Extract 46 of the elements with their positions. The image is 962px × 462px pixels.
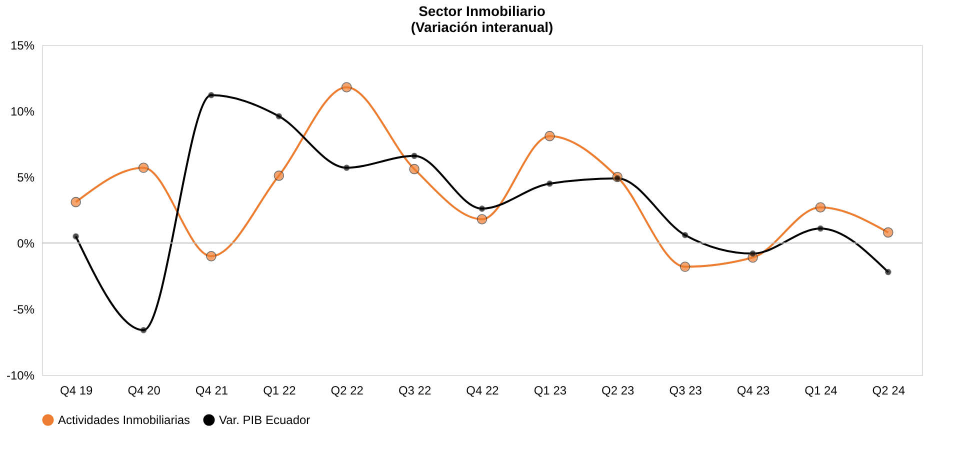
point — [750, 250, 756, 257]
point — [276, 113, 282, 120]
point — [140, 326, 147, 334]
point — [815, 202, 826, 212]
y-tick-label: -10% — [6, 368, 35, 382]
x-tick-label: Q4 23 — [736, 384, 770, 398]
x-tick-label: Q2 22 — [330, 384, 364, 398]
y-tick-label: 15% — [10, 38, 35, 52]
x-tick-label: Q4 21 — [195, 384, 228, 398]
point — [341, 82, 352, 92]
y-tick-label: -5% — [13, 302, 35, 316]
legend-label: Var. PIB Ecuador — [219, 413, 310, 427]
point — [206, 251, 216, 262]
point — [343, 164, 350, 171]
chart-title: Sector Inmobiliario — [418, 3, 546, 19]
point — [138, 162, 149, 173]
point — [274, 170, 284, 181]
y-tick-label: 0% — [17, 236, 35, 250]
point — [409, 164, 420, 174]
x-tick-label: Q3 22 — [398, 384, 432, 398]
x-tick-label: Q1 22 — [263, 384, 296, 398]
x-tick-label: Q1 23 — [534, 384, 567, 398]
point — [478, 206, 486, 212]
y-tick-label: 10% — [10, 104, 35, 118]
point — [70, 196, 81, 208]
point — [682, 232, 688, 238]
x-tick-label: Q2 23 — [602, 384, 635, 398]
point — [476, 214, 488, 224]
x-tick-label: Q4 19 — [60, 384, 94, 398]
point — [411, 152, 418, 160]
point — [72, 233, 79, 240]
y-tick-label: 5% — [17, 170, 35, 184]
chart-subtitle: (Variación interanual) — [410, 19, 554, 35]
x-tick-label: Q4 20 — [128, 384, 161, 398]
point — [544, 130, 555, 142]
x-tick-label: Q4 22 — [466, 384, 500, 398]
point — [546, 180, 553, 187]
point — [817, 225, 824, 232]
point — [680, 262, 690, 272]
x-tick-label: Q1 24 — [804, 384, 838, 398]
legend-label: Actividades Inmobiliarias — [58, 413, 190, 427]
point — [208, 92, 214, 98]
x-tick-label: Q3 23 — [669, 384, 702, 398]
point — [883, 227, 894, 238]
x-tick-label: Q2 24 — [872, 384, 906, 398]
point — [885, 268, 892, 276]
